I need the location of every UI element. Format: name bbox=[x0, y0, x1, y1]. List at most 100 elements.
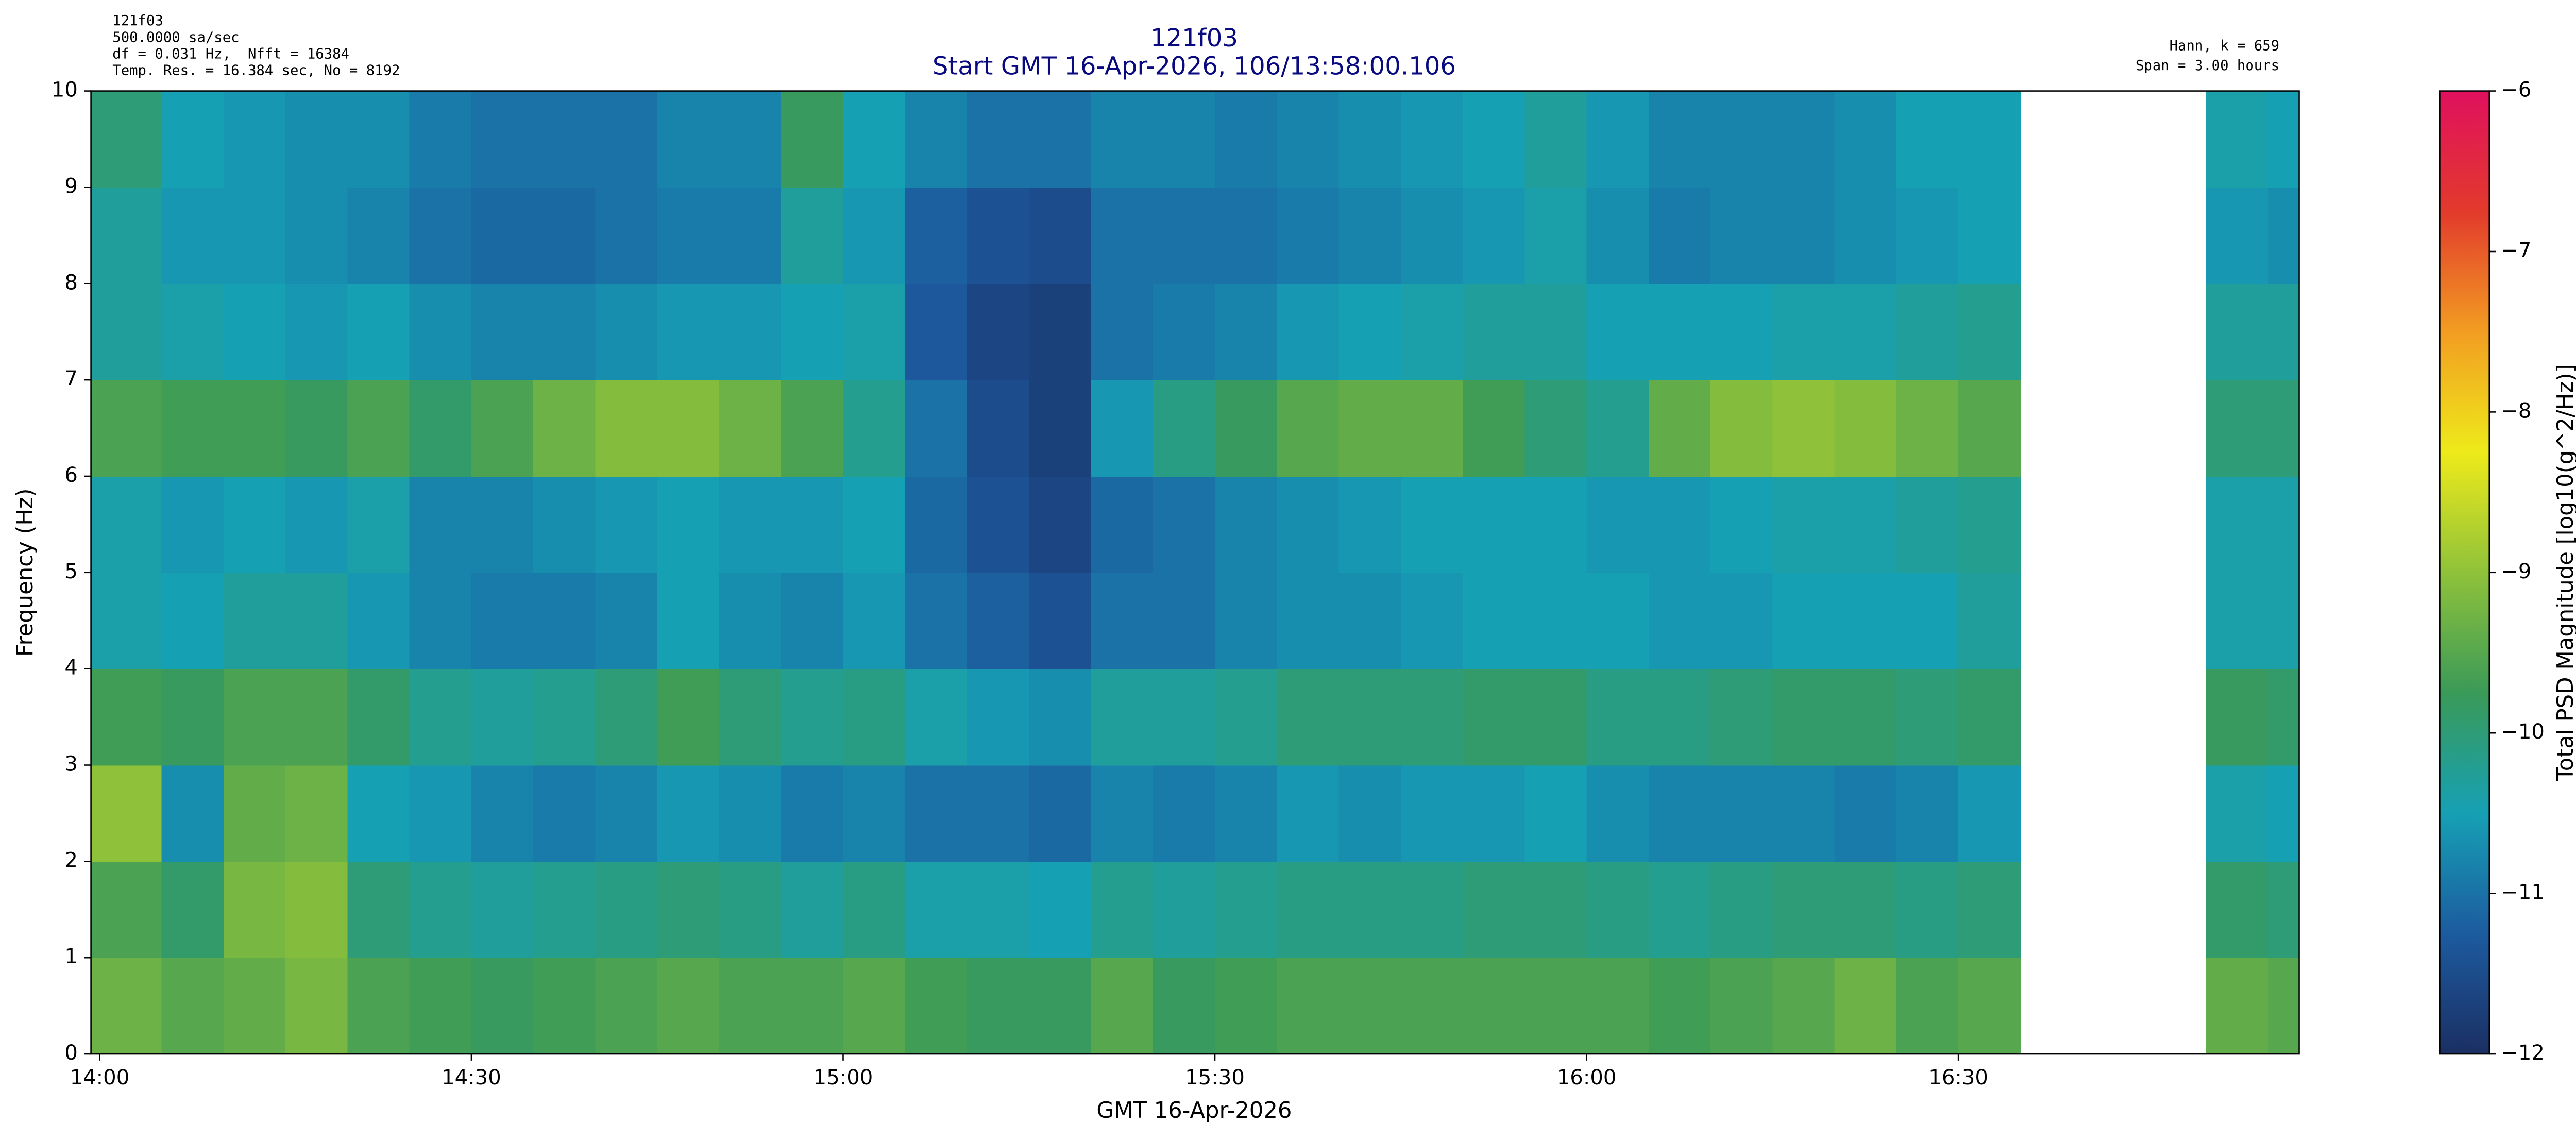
heatmap-cell bbox=[967, 283, 1030, 381]
heatmap-cell bbox=[223, 861, 286, 959]
heatmap-cell bbox=[91, 380, 162, 477]
heatmap-cell bbox=[843, 283, 906, 381]
heatmap-cell bbox=[2206, 958, 2269, 1055]
heatmap-cell bbox=[1091, 765, 1154, 862]
heatmap-cell bbox=[1710, 380, 1773, 477]
heatmap-cell bbox=[161, 91, 224, 188]
heatmap-cell bbox=[1029, 861, 1092, 959]
heatmap-cell bbox=[1958, 958, 2021, 1055]
heatmap-cell bbox=[1834, 572, 1897, 669]
heatmap-cell bbox=[91, 668, 162, 766]
heatmap-cell bbox=[471, 380, 534, 477]
heatmap-cell bbox=[1710, 668, 1773, 766]
heatmap-cell bbox=[1463, 668, 1526, 766]
heatmap-cell bbox=[1772, 91, 1835, 188]
heatmap-cell bbox=[285, 380, 348, 477]
heatmap-cell bbox=[2268, 380, 2300, 477]
heatmap-cell bbox=[223, 476, 286, 573]
heatmap-cell bbox=[1463, 958, 1526, 1055]
heatmap-cell bbox=[533, 187, 596, 284]
heatmap-cell bbox=[1772, 765, 1835, 862]
heatmap-cell bbox=[719, 476, 782, 573]
heatmap-cell bbox=[2206, 476, 2269, 573]
heatmap-cell bbox=[1524, 283, 1587, 381]
colorbar-tick-label: −7 bbox=[2501, 239, 2531, 262]
heatmap-cell bbox=[967, 958, 1030, 1055]
heatmap-cell bbox=[347, 187, 410, 284]
heatmap-cell bbox=[533, 380, 596, 477]
heatmap-cell bbox=[347, 958, 410, 1055]
heatmap-cell bbox=[1958, 187, 2021, 284]
x-tick-label: 15:00 bbox=[814, 1066, 873, 1089]
heatmap-cell bbox=[719, 958, 782, 1055]
heatmap-cell bbox=[1338, 861, 1401, 959]
heatmap-cell bbox=[2206, 91, 2269, 188]
chart-subtitle: Start GMT 16-Apr-2026, 106/13:58:00.106 bbox=[933, 52, 1456, 81]
heatmap-cell bbox=[223, 91, 286, 188]
heatmap-cell bbox=[595, 958, 658, 1055]
heatmap-cell bbox=[719, 765, 782, 862]
heatmap-cell bbox=[1215, 476, 1278, 573]
heatmap-cell bbox=[1091, 958, 1154, 1055]
heatmap-cell bbox=[781, 476, 844, 573]
info-annotation: 500.0000 sa/sec bbox=[112, 29, 239, 45]
heatmap-cell bbox=[161, 861, 224, 959]
heatmap-cell bbox=[1091, 572, 1154, 669]
heatmap-cell bbox=[1091, 283, 1154, 381]
heatmap-cell bbox=[719, 861, 782, 959]
heatmap-cell bbox=[657, 91, 720, 188]
heatmap-cell bbox=[1463, 476, 1526, 573]
heatmap-cell bbox=[285, 283, 348, 381]
heatmap-cell bbox=[1524, 668, 1587, 766]
heatmap-cell bbox=[595, 765, 658, 862]
heatmap-cell bbox=[1648, 476, 1711, 573]
heatmap-cell bbox=[2268, 861, 2300, 959]
heatmap-cell bbox=[657, 861, 720, 959]
heatmap-cell bbox=[1215, 380, 1278, 477]
heatmap-cell bbox=[1463, 283, 1526, 381]
heatmap-cell bbox=[967, 91, 1030, 188]
x-tick-label: 14:00 bbox=[70, 1066, 130, 1089]
y-tick-label: 10 bbox=[52, 78, 78, 102]
heatmap-cell bbox=[1958, 861, 2021, 959]
heatmap-cell bbox=[1338, 958, 1401, 1055]
heatmap-cell bbox=[1586, 861, 1649, 959]
heatmap-cell bbox=[409, 283, 472, 381]
heatmap-cell bbox=[91, 958, 162, 1055]
heatmap-cell bbox=[161, 572, 224, 669]
heatmap-cell bbox=[161, 958, 224, 1055]
colorbar-tick-label: −6 bbox=[2501, 78, 2531, 102]
heatmap-cell bbox=[781, 572, 844, 669]
heatmap-cell bbox=[657, 380, 720, 477]
heatmap-cell bbox=[285, 476, 348, 573]
heatmap-cell bbox=[657, 187, 720, 284]
heatmap-cell bbox=[1091, 91, 1154, 188]
info-annotation: 121f03 bbox=[112, 13, 163, 29]
heatmap-cell bbox=[905, 861, 968, 959]
heatmap-cell bbox=[1091, 476, 1154, 573]
colorbar-label: Total PSD Magnitude [log10(g^2/Hz)] bbox=[2553, 364, 2576, 781]
y-tick-label: 6 bbox=[64, 463, 78, 487]
heatmap-cell bbox=[1772, 380, 1835, 477]
heatmap-cell bbox=[533, 668, 596, 766]
heatmap-cell bbox=[1400, 668, 1464, 766]
heatmap-cell bbox=[905, 380, 968, 477]
heatmap-cell bbox=[1153, 187, 1216, 284]
heatmap-cell bbox=[1338, 283, 1401, 381]
colorbar-tick-label: −8 bbox=[2501, 399, 2531, 423]
x-axis-label: GMT 16-Apr-2026 bbox=[1096, 1098, 1292, 1124]
heatmap-cell bbox=[409, 572, 472, 669]
heatmap-cell bbox=[1215, 668, 1278, 766]
heatmap-cell bbox=[1029, 380, 1092, 477]
heatmap-cell bbox=[1524, 958, 1587, 1055]
heatmap-cell bbox=[91, 91, 162, 188]
heatmap-cell bbox=[719, 187, 782, 284]
heatmap-cell bbox=[2206, 380, 2269, 477]
heatmap-cell bbox=[533, 958, 596, 1055]
heatmap-cell bbox=[719, 668, 782, 766]
heatmap-cell bbox=[471, 283, 534, 381]
heatmap-cell bbox=[967, 861, 1030, 959]
heatmap-cell bbox=[1463, 91, 1526, 188]
heatmap-cell bbox=[161, 668, 224, 766]
